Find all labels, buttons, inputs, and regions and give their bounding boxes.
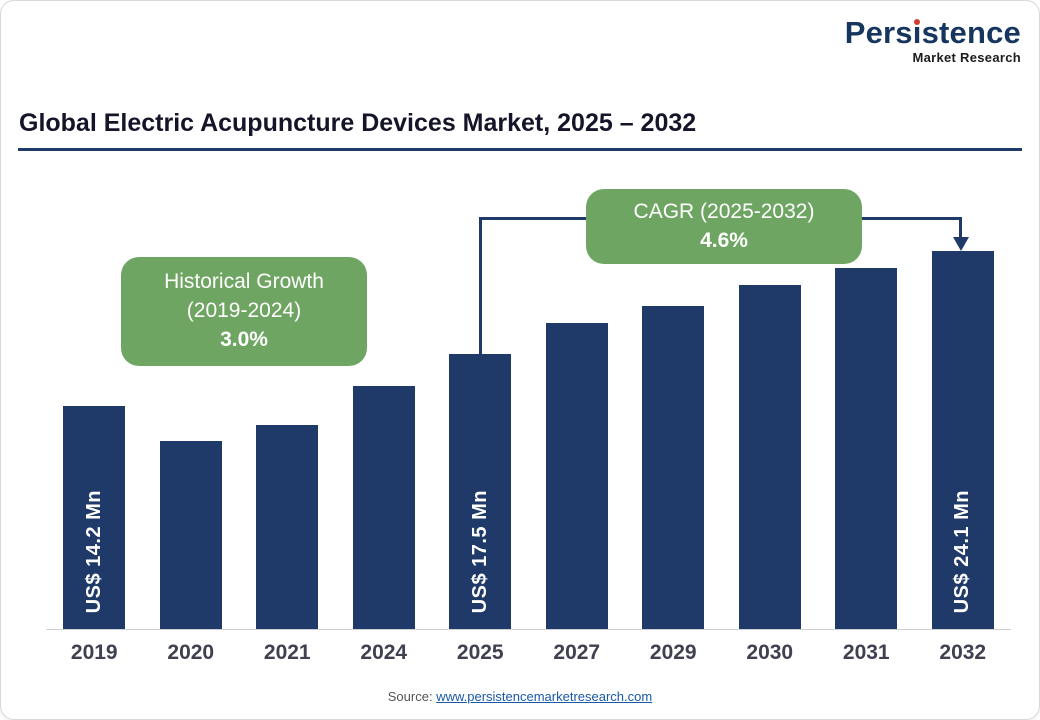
bar-column-2024 [336, 191, 433, 629]
x-axis-label-2019: 2019 [70, 641, 118, 664]
bar-column-2032: US$ 24.1 Mn [915, 191, 1012, 629]
logo-red-dot-icon [914, 19, 921, 25]
bar-column-2030 [722, 191, 819, 629]
bar-value-label-2019: US$ 14.2 Mn [82, 489, 105, 613]
historical-growth-line2: (2019-2024) [186, 298, 302, 322]
cagr-line1: CAGR (2025-2032) [633, 200, 815, 223]
bar-column-2029 [625, 191, 722, 629]
bar-column-2025: US$ 17.5 Mn [432, 191, 529, 629]
logo-subtitle: Market Research [912, 50, 1021, 65]
bar-2025: US$ 17.5 Mn [449, 354, 512, 629]
cagr-connector-left-horizontal [479, 217, 589, 220]
logo-wordmark: Persı stence [845, 17, 1021, 48]
bars: US$ 14.2 Mn US$ 17.5 Mn US$ 24.1 Mn [46, 191, 1011, 629]
cagr-connector-right-vertical [959, 217, 962, 239]
x-axis-label-2024: 2024 [360, 641, 408, 664]
bar-column-2027 [529, 191, 626, 629]
source-prefix: Source: [387, 689, 437, 704]
x-axis-labels: 2019 2020 2021 2024 2025 2027 2029 2030 2031 2032 [46, 641, 1011, 665]
title-underline [18, 148, 1022, 151]
bar-value-label-2025: US$ 17.5 Mn [468, 489, 491, 613]
bar-2030 [738, 285, 801, 629]
bar-column-2019: US$ 14.2 Mn [46, 191, 143, 629]
bar-2029 [642, 306, 705, 629]
cagr-value: 4.6% [700, 229, 748, 253]
logo-text-part2: stence [921, 15, 1021, 50]
cagr-connector-right-horizontal [859, 217, 962, 220]
logo-text-part1: Pers [844, 15, 913, 50]
x-axis-label-2029: 2029 [649, 641, 697, 664]
x-axis-line [46, 629, 1011, 630]
logo-i-letter: ı [913, 17, 922, 48]
logo: Persı stence Market Research [845, 17, 1021, 64]
bar-2031 [835, 268, 898, 629]
bar-2021 [256, 425, 319, 629]
x-axis-label-2027: 2027 [553, 641, 601, 664]
bar-2020 [159, 441, 222, 629]
page-title: Global Electric Acupuncture Devices Mark… [19, 109, 697, 137]
bar-2019: US$ 14.2 Mn [63, 406, 126, 629]
x-axis-label-2021: 2021 [263, 641, 311, 664]
bar-2032: US$ 24.1 Mn [931, 251, 994, 629]
bar-value-label-2032: US$ 24.1 Mn [951, 489, 974, 613]
historical-growth-line1: Historical Growth [164, 270, 324, 293]
cagr-callout: CAGR (2025-2032) 4.6% [586, 189, 862, 264]
x-axis-label-2020: 2020 [167, 641, 215, 664]
x-axis-label-2025: 2025 [456, 641, 504, 664]
source-line: Source: www.persistencemarketresearch.co… [1, 689, 1039, 704]
historical-growth-callout: Historical Growth (2019-2024) 3.0% [121, 257, 367, 366]
x-axis-label-2031: 2031 [842, 641, 890, 664]
bar-2027 [545, 323, 608, 629]
arrow-down-icon [953, 237, 969, 251]
logo-dotless-i: ı [912, 15, 922, 50]
cagr-connector-left-vertical [479, 217, 482, 357]
bar-column-2021 [239, 191, 336, 629]
source-link[interactable]: www.persistencemarketresearch.com [436, 689, 653, 704]
x-axis-label-2032: 2032 [939, 641, 987, 664]
bar-column-2020 [143, 191, 240, 629]
bar-column-2031 [818, 191, 915, 629]
bar-2024 [352, 386, 415, 629]
x-axis-label-2030: 2030 [746, 641, 794, 664]
historical-growth-value: 3.0% [220, 327, 268, 351]
